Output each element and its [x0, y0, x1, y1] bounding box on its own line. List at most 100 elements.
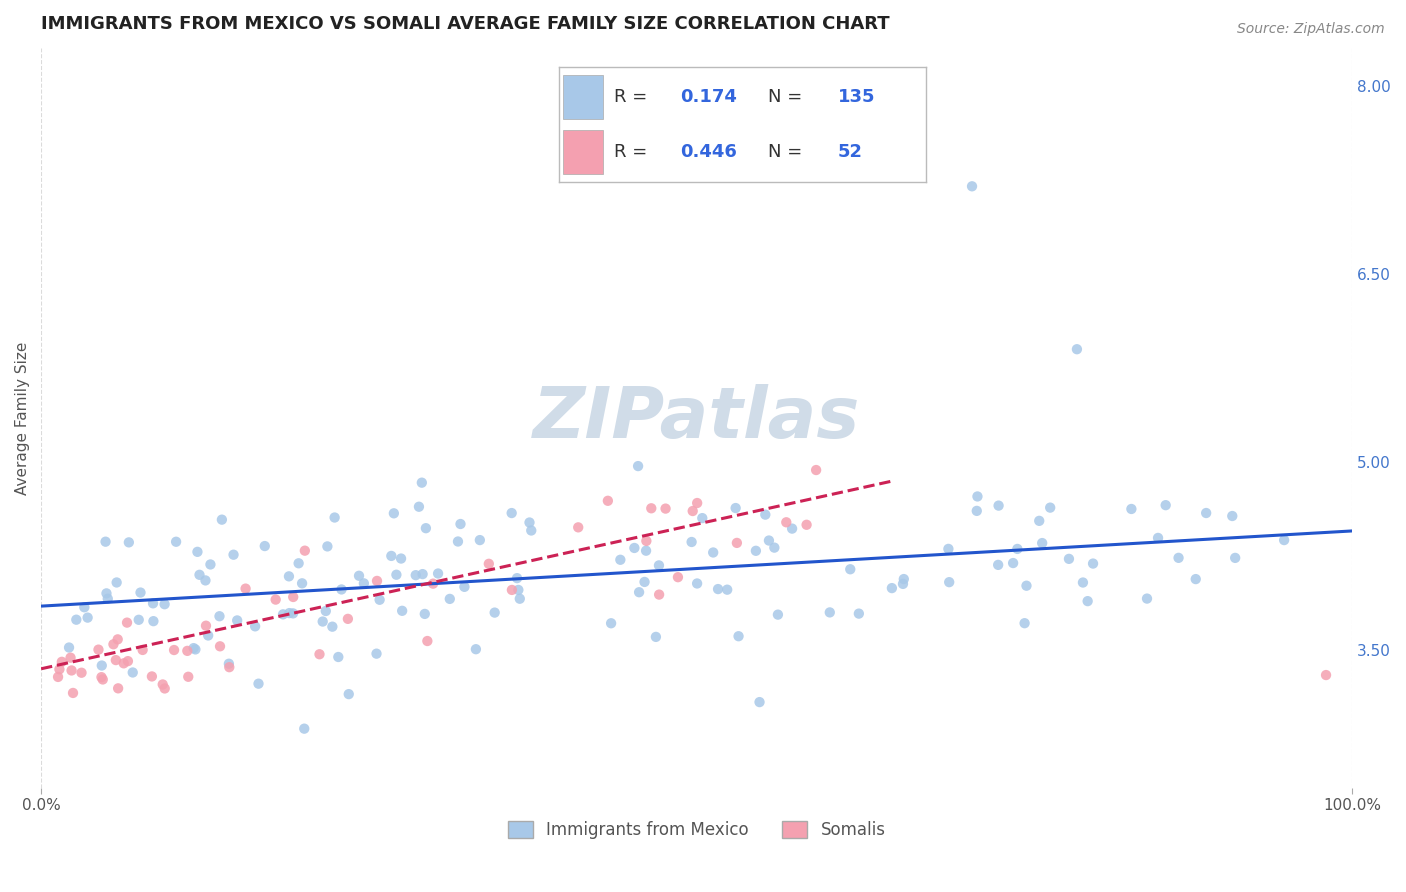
Point	[129, 585, 152, 599]
Point	[278, 606, 301, 620]
Point	[195, 618, 218, 632]
Point	[1057, 552, 1080, 566]
Text: ZIPatlas: ZIPatlas	[533, 384, 860, 452]
Point	[415, 521, 437, 535]
Point	[725, 536, 748, 550]
Point	[51, 655, 73, 669]
Point	[804, 463, 827, 477]
Point	[208, 609, 231, 624]
Point	[411, 475, 433, 490]
Point	[247, 676, 270, 690]
Point	[141, 669, 163, 683]
Point	[200, 558, 222, 572]
Point	[96, 586, 118, 600]
Point	[628, 585, 651, 599]
Point	[1195, 506, 1218, 520]
Point	[368, 592, 391, 607]
Point	[640, 501, 662, 516]
Point	[987, 499, 1010, 513]
Point	[422, 576, 444, 591]
Point	[690, 511, 713, 525]
Point	[766, 607, 789, 622]
Point	[328, 650, 350, 665]
Point	[966, 490, 988, 504]
Point	[316, 540, 339, 554]
Point	[716, 582, 738, 597]
Point	[165, 534, 187, 549]
Point	[1136, 591, 1159, 606]
Point	[408, 500, 430, 514]
Point	[627, 459, 650, 474]
Point	[105, 575, 128, 590]
Point	[294, 543, 316, 558]
Point	[389, 551, 412, 566]
Point	[336, 612, 359, 626]
Point	[115, 615, 138, 630]
Point	[235, 582, 257, 596]
Point	[112, 657, 135, 671]
Point	[478, 557, 501, 571]
Point	[987, 558, 1010, 572]
Point	[76, 610, 98, 624]
Point	[893, 572, 915, 586]
Point	[938, 541, 960, 556]
Point	[90, 670, 112, 684]
Point	[337, 687, 360, 701]
Point	[960, 179, 983, 194]
Point	[501, 506, 523, 520]
Point	[131, 643, 153, 657]
Point	[405, 568, 427, 582]
Point	[1077, 594, 1099, 608]
Point	[197, 628, 219, 642]
Point	[1184, 572, 1206, 586]
Point	[413, 607, 436, 621]
Point	[366, 647, 388, 661]
Point	[1015, 579, 1038, 593]
Point	[243, 619, 266, 633]
Point	[1002, 556, 1025, 570]
Point	[600, 616, 623, 631]
Point	[97, 591, 120, 606]
Point	[183, 641, 205, 656]
Point	[194, 574, 217, 588]
Point	[118, 535, 141, 549]
Point	[567, 520, 589, 534]
Point	[70, 665, 93, 680]
Point	[128, 613, 150, 627]
Point	[291, 576, 314, 591]
Point	[184, 642, 207, 657]
Point	[464, 642, 486, 657]
Point	[763, 541, 786, 555]
Point	[508, 582, 530, 597]
Point	[330, 582, 353, 597]
Point	[938, 575, 960, 590]
Point	[287, 556, 309, 570]
Point	[891, 577, 914, 591]
Point	[90, 658, 112, 673]
Point	[94, 534, 117, 549]
Point	[308, 647, 330, 661]
Point	[702, 545, 724, 559]
Point	[681, 535, 703, 549]
Y-axis label: Average Family Size: Average Family Size	[15, 342, 30, 495]
Point	[439, 591, 461, 606]
Point	[758, 533, 780, 548]
Point	[48, 662, 70, 676]
Point	[754, 508, 776, 522]
Point	[1167, 550, 1189, 565]
Point	[648, 558, 671, 573]
Point	[745, 543, 768, 558]
Point	[686, 576, 709, 591]
Point	[211, 513, 233, 527]
Point	[58, 640, 80, 655]
Point	[1315, 668, 1337, 682]
Point	[382, 506, 405, 520]
Point	[104, 653, 127, 667]
Point	[636, 543, 658, 558]
Point	[347, 568, 370, 582]
Point	[59, 650, 82, 665]
Point	[509, 591, 531, 606]
Point	[666, 570, 689, 584]
Point	[966, 504, 988, 518]
Point	[609, 553, 631, 567]
